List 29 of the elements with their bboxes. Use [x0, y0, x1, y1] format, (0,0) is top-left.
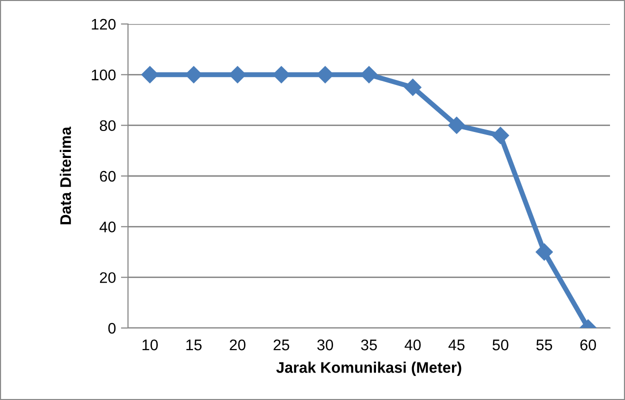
point	[316, 66, 334, 84]
point	[185, 66, 202, 84]
y-tick-label: 120	[92, 18, 116, 30]
y-tick-label: 20	[100, 272, 116, 284]
point	[360, 66, 378, 84]
x-tick-label: 40	[404, 340, 421, 350]
point	[492, 126, 510, 144]
y-tick-label: 0	[108, 322, 116, 334]
point	[272, 66, 290, 84]
x-tick-label: 20	[230, 340, 246, 350]
y-tick-label: 80	[100, 120, 116, 132]
x-tick-label: 30	[317, 340, 334, 350]
x-tick-label: 15	[186, 340, 202, 350]
x-tick-label: 45	[448, 340, 464, 350]
x-tick-label: 25	[274, 340, 290, 350]
point	[141, 66, 158, 84]
x-tick-label: 35	[361, 340, 377, 350]
y-axis-title: Data Diterima	[60, 126, 72, 224]
x-tick-label: 50	[492, 340, 508, 350]
point	[404, 78, 422, 96]
point	[536, 243, 553, 261]
point	[448, 116, 466, 134]
y-tick-label: 60	[100, 170, 116, 182]
y-tick-label: 100	[92, 70, 116, 80]
x-tick-label: 10	[142, 340, 158, 350]
x-tick-label: 60	[580, 340, 596, 350]
x-tick-label: 55	[536, 340, 552, 350]
y-tick-label: 40	[100, 222, 116, 232]
x-axis-title: Jarak Komunikasi (Meter)	[276, 362, 462, 376]
